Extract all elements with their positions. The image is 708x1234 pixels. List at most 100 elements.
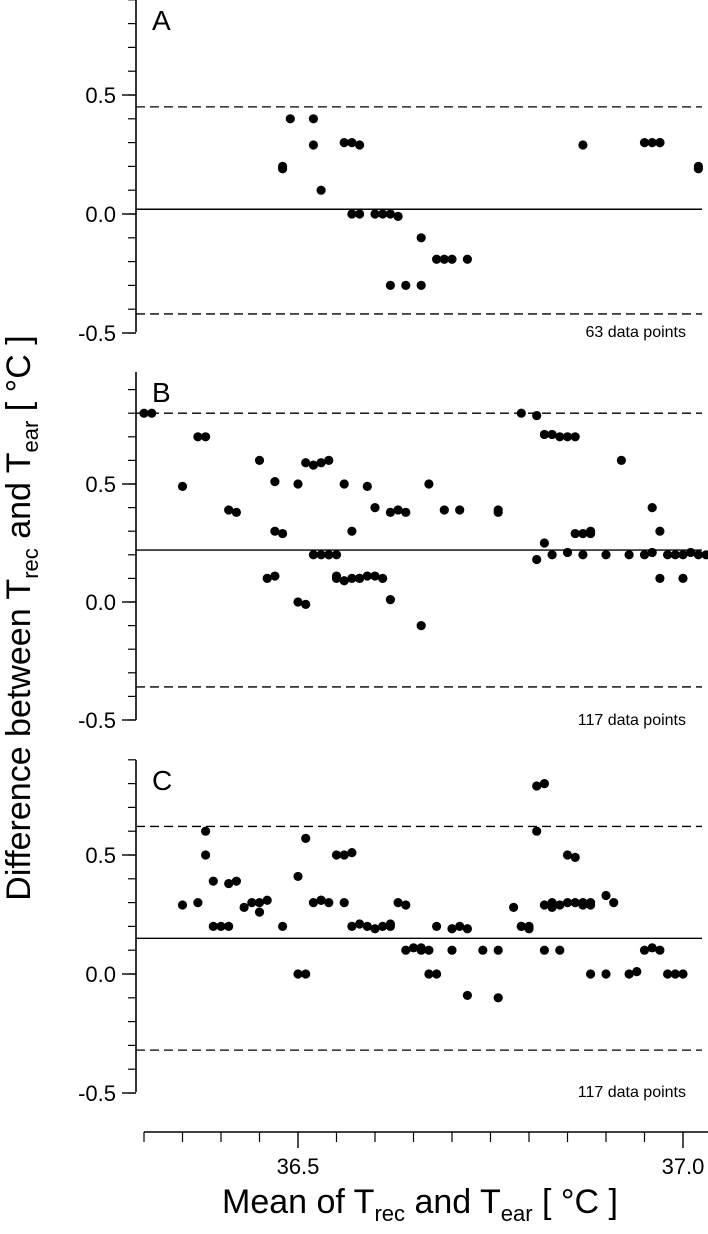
data-point xyxy=(578,550,588,560)
data-point xyxy=(301,833,311,843)
y-tick-label: 0.0 xyxy=(85,590,116,615)
data-point xyxy=(562,432,573,442)
y-tick-label: 0.5 xyxy=(85,83,116,108)
data-point xyxy=(686,547,696,558)
data-point xyxy=(293,597,303,607)
panel-letter: C xyxy=(152,765,172,796)
x-axis: 36.537.037.5 xyxy=(143,1131,708,1179)
x-axis-title-sub1: rec xyxy=(374,1201,405,1226)
y-axis-title-sub1: rec xyxy=(18,548,43,579)
data-point xyxy=(455,505,465,515)
data-point xyxy=(324,455,334,465)
data-point xyxy=(462,254,472,264)
data-point xyxy=(570,852,580,862)
data-point xyxy=(432,254,442,264)
panels-layer: -0.5 0.0 0.5 A 63 data points -0.5 0.0 0.5 B 117 … xyxy=(78,0,708,1106)
data-point xyxy=(270,526,280,536)
data-point xyxy=(385,507,395,517)
data-point xyxy=(224,878,234,889)
data-point xyxy=(532,410,542,421)
data-point xyxy=(678,969,688,979)
data-point xyxy=(555,945,565,955)
data-point xyxy=(532,554,542,565)
data-point xyxy=(339,850,349,860)
data-point xyxy=(401,280,411,290)
data-point xyxy=(539,429,550,440)
data-point xyxy=(331,850,342,860)
data-point xyxy=(347,209,357,219)
data-point xyxy=(578,898,588,908)
y-tick-label: 0.5 xyxy=(85,472,116,497)
data-point xyxy=(393,505,403,515)
data-point xyxy=(208,876,218,886)
data-point xyxy=(601,550,611,560)
data-point xyxy=(516,408,526,418)
x-axis-title: Mean of Trec and Tear [ °C ] xyxy=(222,1183,618,1226)
data-count-label: 117 data points xyxy=(578,1084,686,1101)
data-point xyxy=(447,945,457,955)
data-point xyxy=(308,114,318,124)
data-point xyxy=(624,969,634,979)
data-point xyxy=(562,850,573,860)
panel-c: -0.5 0.0 0.5 C 117 data points xyxy=(78,759,702,1106)
data-point xyxy=(231,876,241,886)
data-point xyxy=(385,280,395,290)
data-point xyxy=(678,573,688,584)
x-tick-label: 37.0 xyxy=(662,1154,705,1179)
data-point xyxy=(547,429,557,440)
data-point xyxy=(493,993,503,1003)
data-count-label: 117 data points xyxy=(578,712,686,729)
data-point xyxy=(570,528,580,539)
data-point xyxy=(539,945,550,955)
data-point xyxy=(401,507,411,517)
data-point xyxy=(301,458,311,468)
data-point xyxy=(139,408,149,418)
data-point xyxy=(239,902,249,912)
data-point xyxy=(247,898,257,908)
x-axis-title-pre: Mean of T xyxy=(222,1183,374,1221)
data-point xyxy=(462,924,472,934)
data-point xyxy=(339,898,349,908)
data-point xyxy=(362,481,372,491)
data-point xyxy=(439,505,449,515)
data-point xyxy=(416,621,426,631)
data-point xyxy=(147,408,157,418)
y-axis-title-pre: Difference between T xyxy=(0,579,38,901)
data-point xyxy=(316,458,326,468)
data-point xyxy=(378,921,388,932)
data-point xyxy=(609,898,619,908)
data-point xyxy=(347,138,357,148)
data-point xyxy=(447,254,457,264)
data-point xyxy=(616,455,627,465)
data-point xyxy=(555,432,565,442)
data-point xyxy=(632,967,642,977)
panel-letter: B xyxy=(152,377,171,408)
data-point xyxy=(508,902,519,912)
data-point xyxy=(201,850,211,860)
data-point xyxy=(355,573,365,584)
y-axis-title: Difference between Trec and Tear [ °C ] xyxy=(0,335,43,900)
data-point xyxy=(339,576,349,586)
data-point xyxy=(193,898,203,908)
data-point xyxy=(562,547,573,558)
data-point xyxy=(570,432,580,442)
data-point xyxy=(254,455,265,465)
data-point xyxy=(177,481,188,491)
panel-letter: A xyxy=(152,5,171,36)
data-point xyxy=(216,921,226,932)
data-point xyxy=(224,505,234,515)
y-tick-label: 0.5 xyxy=(85,843,116,868)
data-point xyxy=(524,921,534,932)
data-point xyxy=(578,528,588,539)
data-point xyxy=(539,538,550,548)
data-point xyxy=(293,969,303,979)
data-point xyxy=(301,969,311,979)
data-point xyxy=(693,164,704,174)
data-point xyxy=(601,890,611,901)
data-point xyxy=(432,969,442,979)
data-point xyxy=(254,898,265,908)
data-point xyxy=(663,969,673,979)
data-point xyxy=(370,924,380,934)
data-point xyxy=(331,550,342,560)
